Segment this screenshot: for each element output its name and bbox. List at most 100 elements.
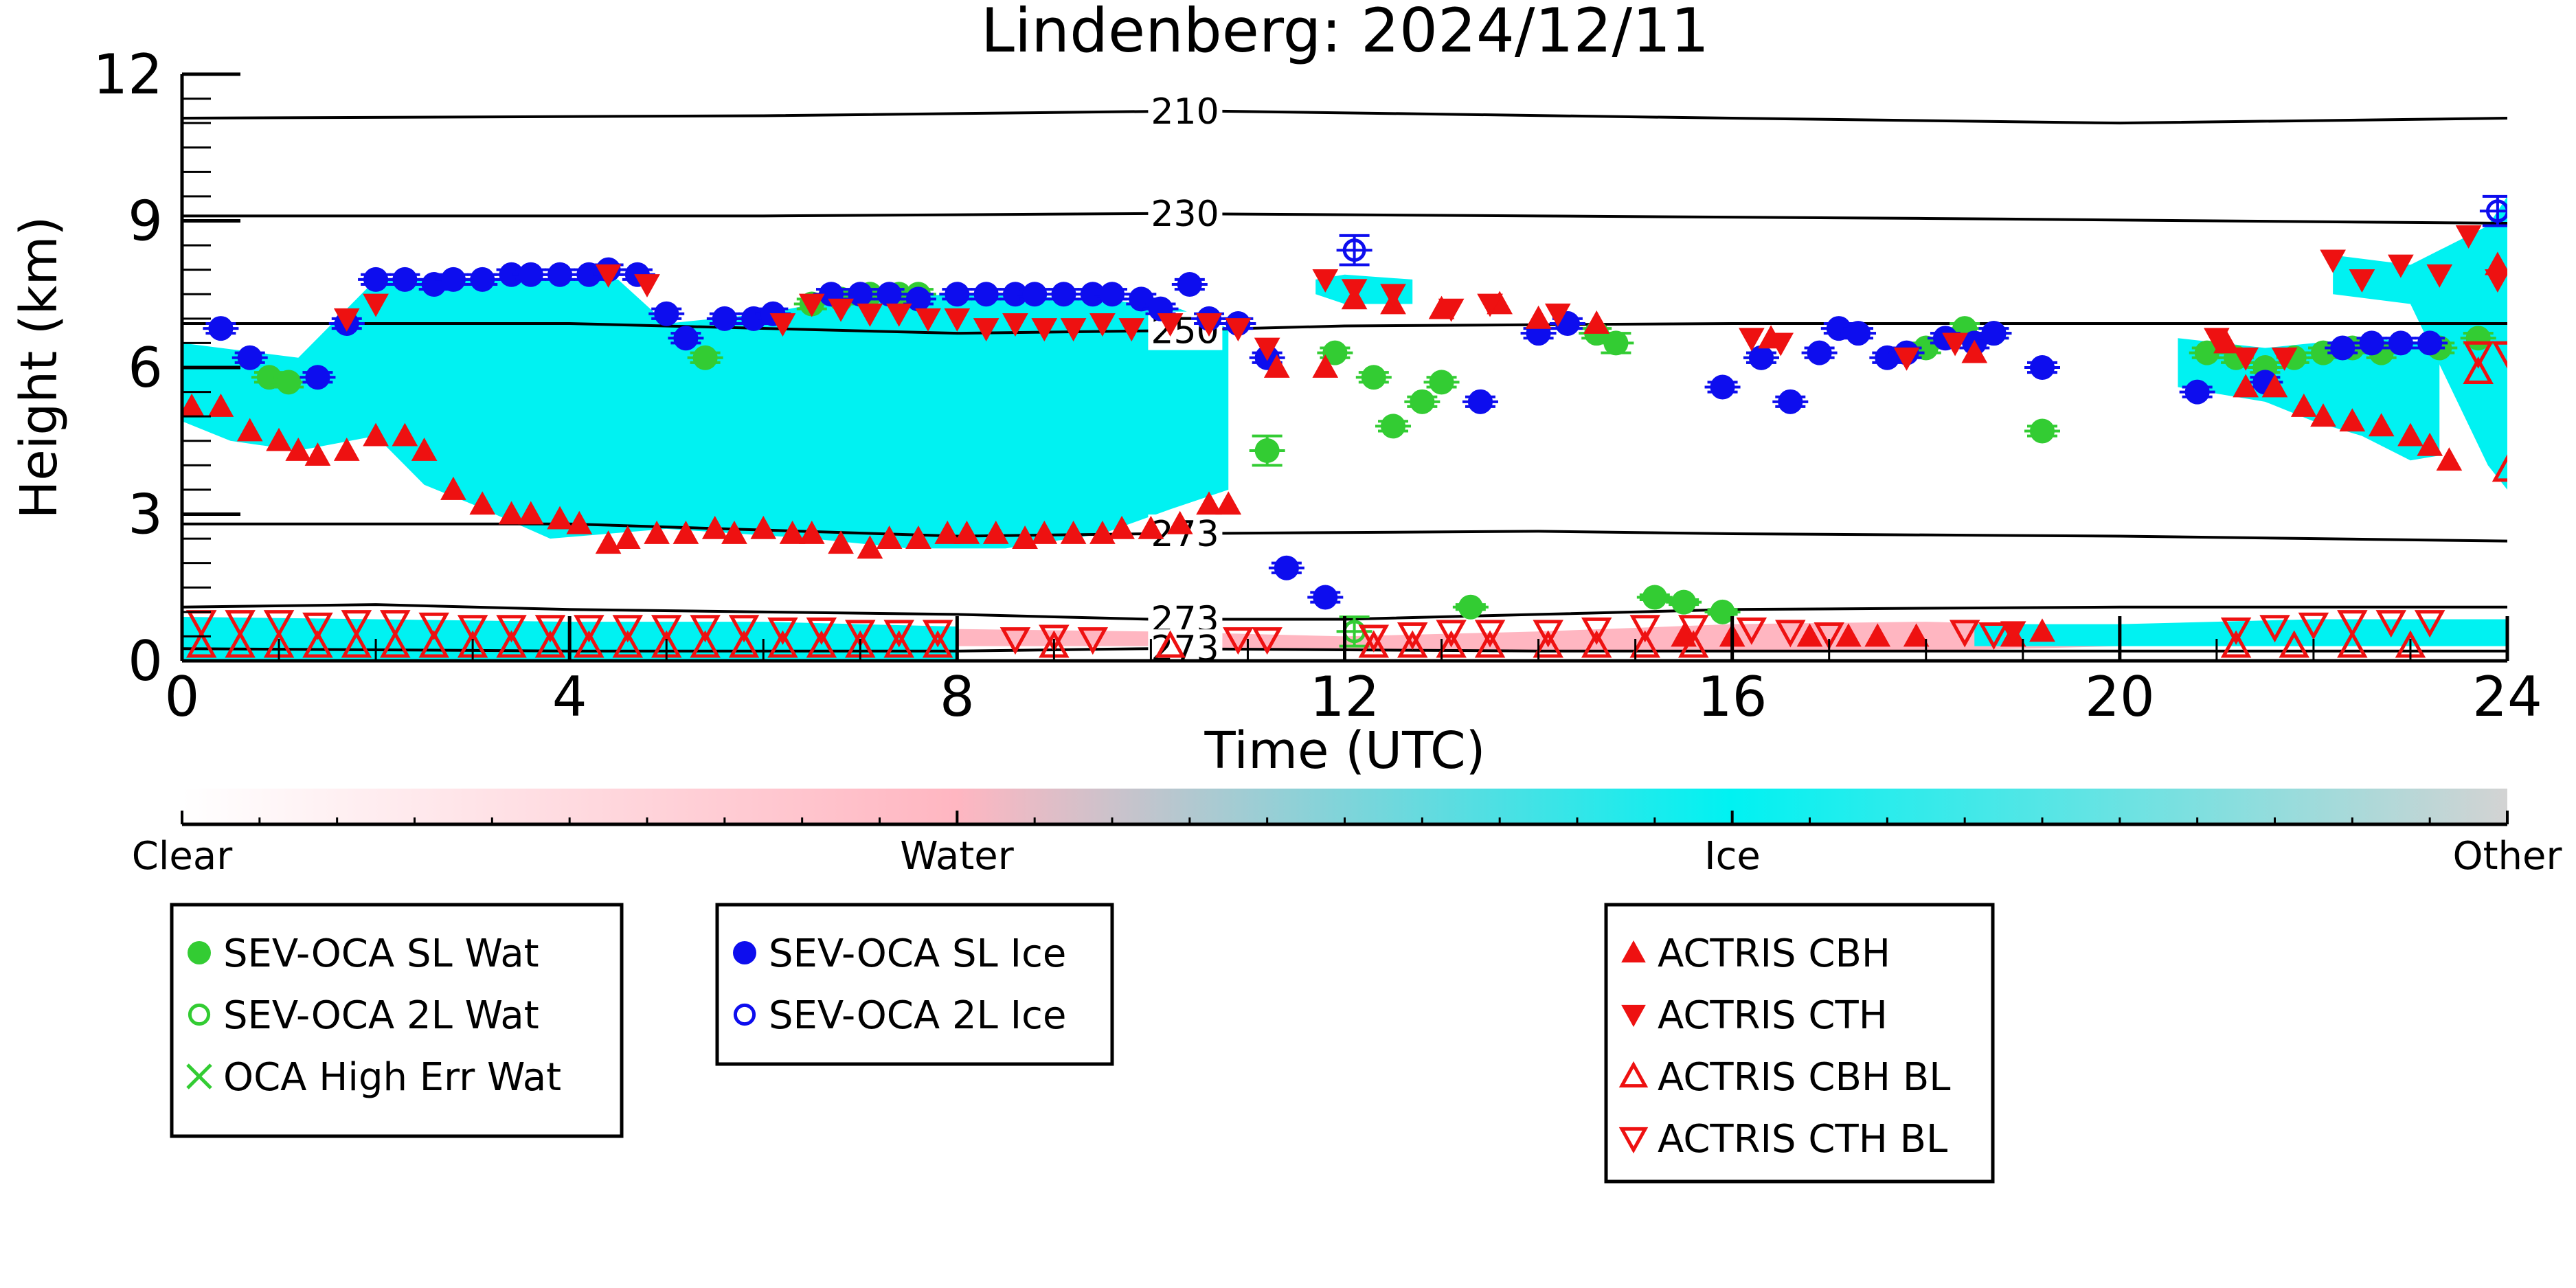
data-point	[469, 491, 496, 515]
colorbar-label-ice: Ice	[1704, 834, 1761, 879]
y-tick-label: 12	[93, 43, 163, 106]
legend-box: SEV-OCA SL Wat SEV-OCA 2L Wat OCA High Err…	[170, 903, 624, 1138]
data-point	[207, 393, 234, 417]
isotherm-label: 210	[1151, 91, 1219, 133]
data-point	[2000, 621, 2026, 645]
colorbar-label-other: Other	[2452, 834, 2562, 879]
data-point	[1942, 332, 1968, 357]
isotherm-label: 230	[1151, 194, 1219, 235]
data-point	[2492, 454, 2507, 482]
legend-frame	[170, 903, 624, 1138]
data-point	[2397, 422, 2424, 447]
data-point	[2388, 254, 2414, 278]
data-point	[1642, 585, 1667, 610]
isotherm-line	[182, 212, 2507, 225]
data-point	[418, 630, 449, 658]
data-point	[534, 630, 566, 658]
data-point	[547, 506, 573, 530]
data-point	[767, 617, 798, 645]
data-point	[1060, 318, 1087, 342]
data-point	[1710, 599, 1735, 624]
data-point	[1474, 630, 1506, 658]
data-point	[848, 282, 873, 307]
legend-label: ACTRIS CTH	[1658, 993, 1888, 1038]
data-point	[2271, 347, 2298, 371]
data-point	[857, 535, 883, 559]
data-point	[2414, 610, 2445, 638]
data-point	[2233, 374, 2259, 398]
data-point	[1089, 520, 1116, 544]
data-point	[496, 630, 527, 658]
data-point	[651, 615, 682, 643]
data-point	[2310, 403, 2336, 427]
data-point	[945, 282, 970, 307]
legend-label: SEV-OCA 2L Ice	[769, 993, 1066, 1038]
legend-label: ACTRIS CBH BL	[1658, 1055, 1950, 1100]
y-tick-label: 9	[128, 190, 163, 253]
data-point	[1031, 318, 1058, 342]
data-point	[341, 610, 372, 638]
data-point	[806, 630, 837, 658]
data-point	[1533, 620, 1563, 648]
cloud-region-ice	[182, 279, 1229, 549]
y-tick-label: 0	[128, 629, 163, 693]
data-point	[1436, 630, 1467, 658]
data-point	[1814, 622, 1844, 651]
data-point	[1012, 526, 1038, 549]
data-point	[1397, 630, 1428, 658]
data-point	[1949, 620, 1980, 648]
data-point	[750, 515, 777, 539]
data-point	[1436, 620, 1467, 648]
data-point	[1077, 627, 1109, 655]
data-point	[1429, 370, 1454, 395]
data-point	[595, 530, 622, 554]
data-point	[1961, 339, 1988, 363]
data-point	[574, 615, 605, 643]
data-point	[1748, 345, 1774, 370]
data-point	[1410, 389, 1435, 414]
data-point	[728, 615, 760, 643]
data-point	[1361, 365, 1386, 390]
data-point	[905, 526, 931, 549]
data-point	[1629, 630, 1660, 658]
data-point	[517, 501, 544, 525]
x-axis-label: Time (UTC)	[1204, 721, 1485, 780]
data-point	[1474, 620, 1506, 648]
cloud-region-ice	[2333, 196, 2507, 490]
data-point	[1767, 332, 1794, 357]
data-point	[1678, 615, 1709, 643]
data-point	[2463, 341, 2494, 369]
data-point	[1313, 585, 1338, 610]
data-point	[828, 530, 854, 554]
data-point	[634, 274, 660, 298]
data-point	[2426, 264, 2453, 288]
data-point	[614, 526, 641, 549]
data-point	[944, 308, 971, 332]
data-point	[1089, 313, 1116, 337]
data-point	[1109, 515, 1135, 539]
data-point	[612, 615, 644, 643]
data-point	[380, 610, 411, 638]
data-point	[1100, 282, 1125, 307]
marker-layer	[182, 194, 2507, 658]
data-point	[701, 515, 728, 539]
data-point	[1358, 630, 1390, 658]
data-point	[2279, 630, 2309, 658]
legend-box: SEV-OCA SL Ice SEV-OCA 2L Ice	[715, 903, 1114, 1066]
data-point	[1274, 555, 1299, 580]
data-point	[1603, 330, 1629, 356]
legend-label: ACTRIS CTH BL	[1658, 1117, 1947, 1162]
data-point	[1739, 328, 1765, 352]
data-point	[2290, 393, 2317, 417]
colorbar-label-water: Water	[900, 834, 1015, 879]
data-point	[877, 282, 902, 307]
data-point	[574, 630, 605, 658]
data-point	[333, 308, 360, 332]
data-point	[1835, 623, 1862, 647]
data-point	[1196, 491, 1222, 515]
y-tick-label: 6	[128, 336, 163, 400]
data-point	[883, 620, 914, 648]
data-point	[644, 520, 670, 544]
data-point	[1060, 520, 1087, 544]
data-point	[302, 612, 333, 640]
